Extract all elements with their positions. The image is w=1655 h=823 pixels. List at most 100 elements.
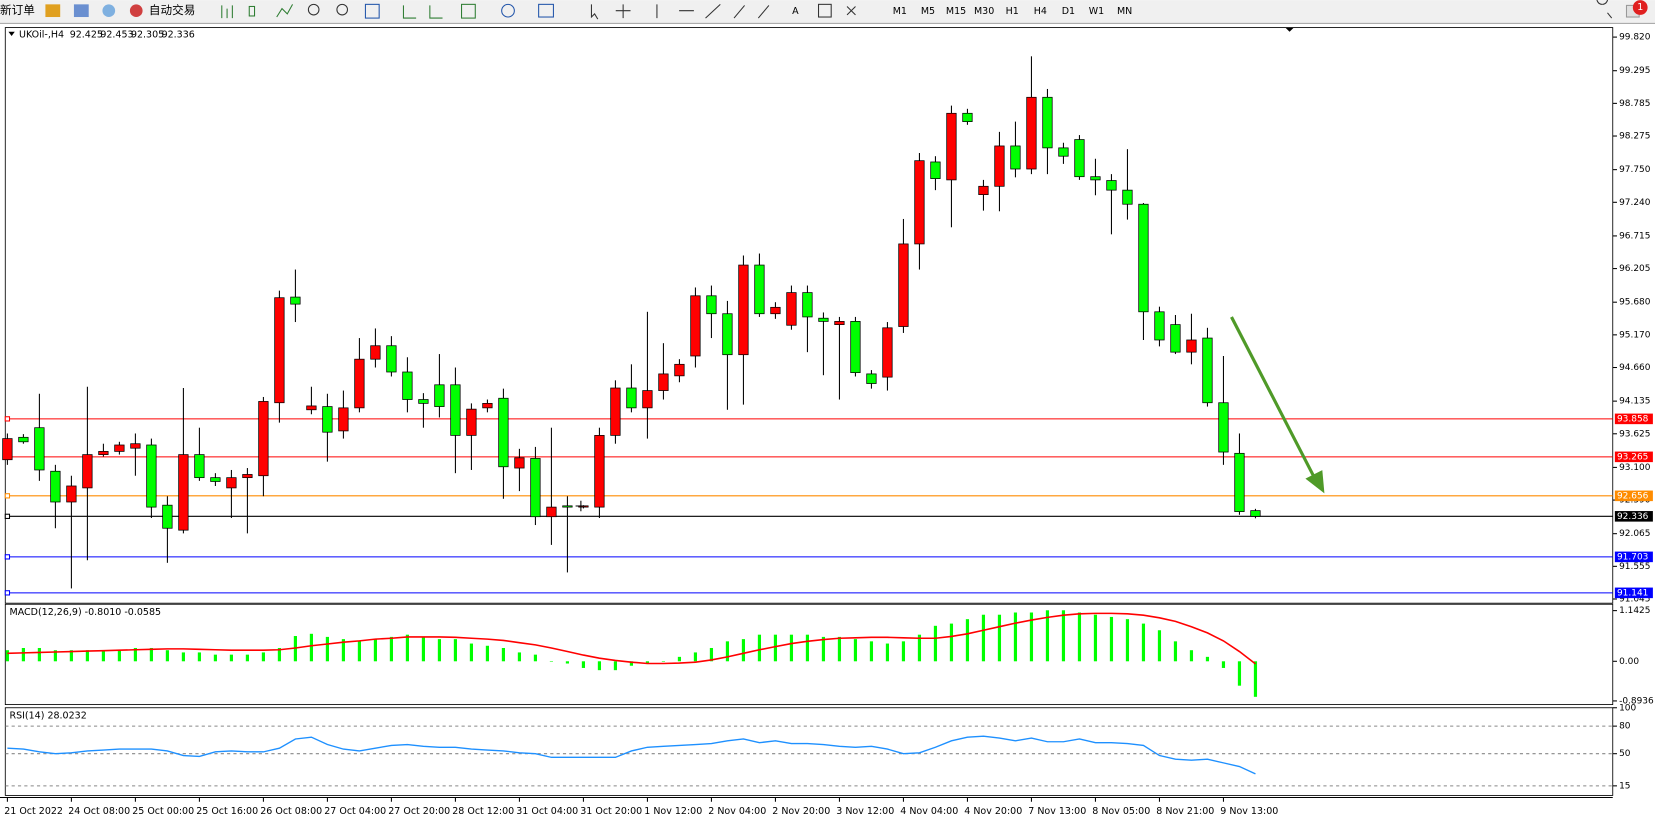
timeframe-button[interactable]: H1	[1006, 6, 1019, 17]
icon[interactable]	[402, 5, 443, 19]
y-tick-label: 98.785	[1619, 99, 1650, 109]
x-tick-label: 8 Nov 05:00	[1092, 806, 1150, 817]
macd-bar	[613, 661, 618, 671]
level-label-box	[1614, 511, 1653, 522]
macd-bar	[197, 652, 201, 662]
tool-icons	[221, 3, 770, 20]
x-tick-label: 25 Oct 00:00	[132, 806, 194, 817]
timeframe-button[interactable]: D1	[1062, 6, 1075, 17]
notification-badge[interactable]	[1632, 0, 1648, 15]
macd-bar	[789, 634, 794, 662]
new-order-button[interactable]: 新订单	[0, 3, 35, 17]
y-tick-label: 92.065	[1619, 529, 1650, 539]
macd-bar	[1221, 661, 1226, 668]
macd-bar	[869, 641, 874, 662]
y-tick-label: 98.275	[1619, 132, 1650, 142]
level-handle	[4, 554, 11, 560]
icon[interactable]	[501, 3, 515, 18]
candle-body	[146, 444, 157, 508]
x-tick-label: 8 Nov 21:00	[1156, 806, 1214, 817]
candle-body	[546, 506, 557, 518]
level-label: 91.141	[1617, 588, 1648, 598]
candle-body	[18, 436, 29, 443]
candle-body	[162, 504, 173, 529]
ohlc-value: 92.305	[131, 29, 164, 40]
candle-body	[1154, 311, 1165, 341]
timeframe-button[interactable]: H4	[1034, 6, 1047, 17]
level-label-box	[1614, 451, 1653, 463]
menu-arrow[interactable]	[8, 31, 15, 37]
level-label-box	[1614, 490, 1653, 502]
macd-bar	[901, 641, 906, 662]
candle-body	[1234, 452, 1245, 512]
timeframe-button[interactable]: M15	[946, 6, 966, 17]
candle-body	[482, 403, 493, 409]
candle-body	[626, 387, 637, 409]
icon[interactable]	[45, 4, 61, 18]
candle-body	[434, 384, 445, 407]
timeframe-button[interactable]: M1	[893, 6, 907, 17]
chart-title: UKOil-,H4	[19, 29, 64, 40]
icon[interactable]	[73, 4, 89, 18]
icon[interactable]	[248, 5, 256, 17]
macd-bar	[693, 652, 698, 662]
macd-bar	[949, 623, 954, 662]
candle-body	[322, 406, 333, 433]
icon[interactable]	[276, 4, 294, 18]
timeframe-button[interactable]: W1	[1089, 6, 1104, 17]
macd-bar	[165, 650, 169, 662]
icon[interactable]	[336, 3, 349, 16]
icon[interactable]	[817, 3, 832, 18]
search-icon[interactable]	[1596, 0, 1613, 19]
candle-body	[850, 321, 861, 374]
x-tick-label: 9 Nov 13:00	[1220, 806, 1278, 817]
level-label: 93.265	[1617, 452, 1648, 462]
candle-body	[786, 292, 797, 326]
y-tick-label: 100	[1619, 703, 1636, 713]
candle-body	[914, 160, 925, 245]
auto-trading-button[interactable]: 自动交易	[149, 3, 195, 17]
macd-bar	[85, 650, 89, 662]
candle-body	[66, 485, 77, 503]
indicator-title: MACD(12,26,9) -0.8010 -0.0585	[10, 607, 162, 618]
icon[interactable]	[221, 5, 233, 19]
candle-body	[770, 306, 781, 315]
candle-body	[610, 387, 621, 436]
x-tick-label: 28 Oct 12:00	[452, 806, 514, 817]
y-tick-label: 94.135	[1619, 397, 1650, 407]
chart-background	[0, 24, 1655, 823]
macd-bar	[757, 634, 762, 662]
candle-body	[1186, 339, 1197, 353]
icon[interactable]	[538, 3, 554, 18]
macd-bar	[1253, 661, 1258, 697]
macd-bar	[1045, 610, 1050, 662]
level-handle	[4, 493, 11, 499]
x-tick-label: 1 Nov 12:00	[644, 806, 702, 817]
candle-body	[418, 399, 429, 404]
icon[interactable]	[102, 4, 116, 18]
macd-bar	[1173, 641, 1178, 662]
macd-bar	[405, 634, 409, 662]
x-tick-label: 2 Nov 20:00	[772, 806, 830, 817]
timeframe-button[interactable]: MN	[1117, 6, 1132, 17]
icon[interactable]	[461, 3, 476, 19]
candle-body	[1042, 96, 1053, 149]
candle-body	[402, 371, 413, 400]
macd-bar	[1029, 612, 1034, 662]
timeframe-button[interactable]: M5	[921, 6, 935, 17]
auto-trading-icon[interactable]	[129, 4, 143, 18]
panel-border	[4, 603, 1614, 706]
y-tick-label: 97.240	[1619, 198, 1651, 208]
icon[interactable]	[307, 3, 320, 16]
macd-bar	[1093, 614, 1098, 662]
icon[interactable]	[364, 3, 380, 19]
icon[interactable]	[846, 6, 856, 16]
icon[interactable]	[590, 3, 770, 20]
timeframe-button[interactable]: M30	[974, 6, 994, 17]
macd-bar	[773, 634, 778, 662]
candle-body	[834, 321, 845, 325]
candle-body	[946, 112, 957, 181]
text-tool[interactable]: A	[792, 6, 799, 17]
